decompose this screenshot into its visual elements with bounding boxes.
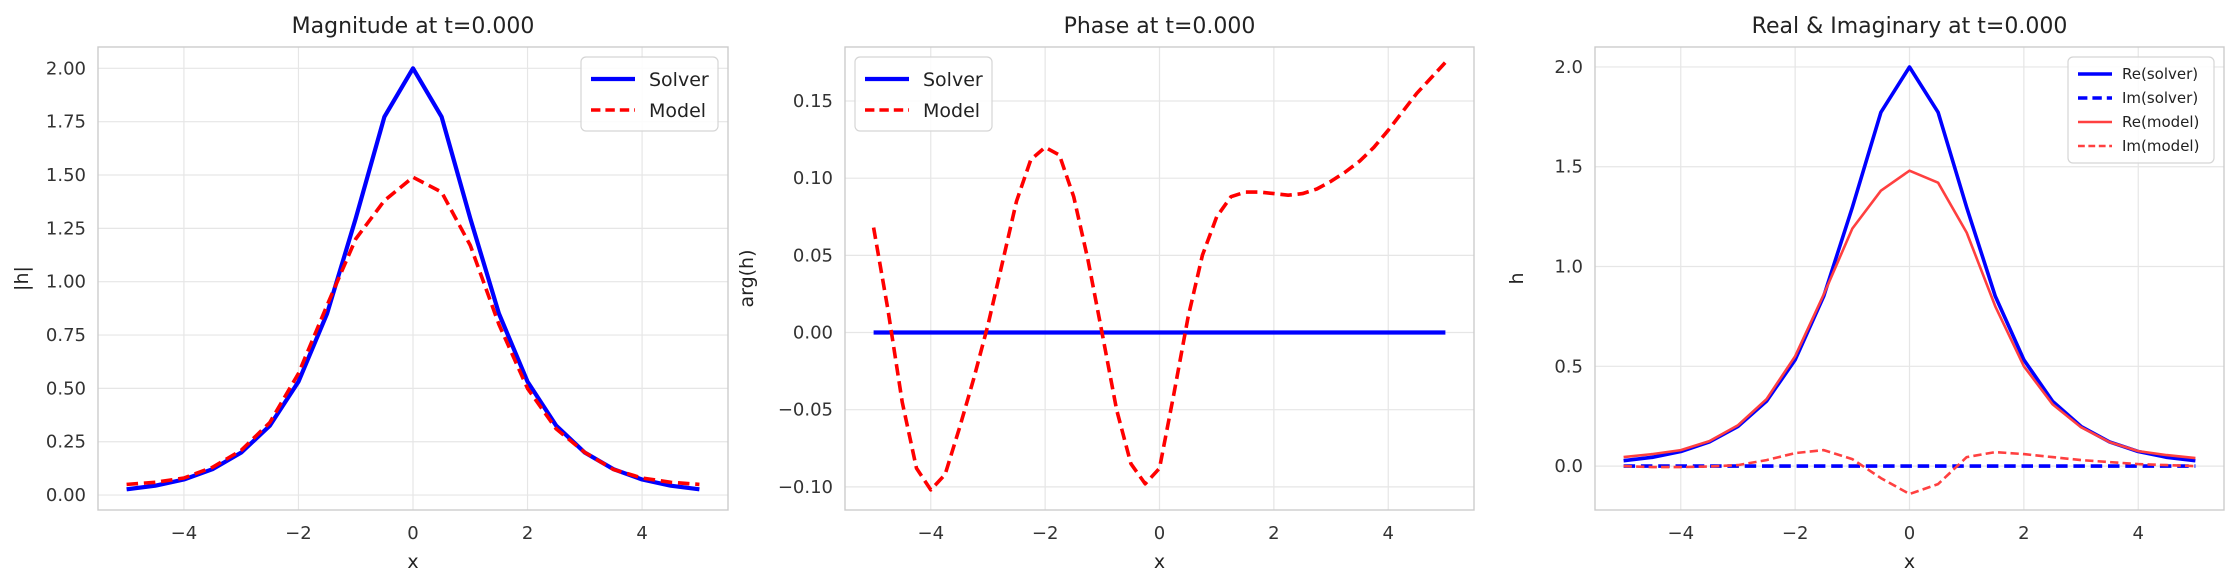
x-axis-label: x xyxy=(1154,551,1165,573)
legend: Re(solver) Im(solver) Re(model) Im(model) xyxy=(2067,56,2215,164)
legend-label: Im(model) xyxy=(2122,137,2199,155)
chart-panel-1: −4 −2 0 2 4 0.00 0.25 0.50 0.75 1.00 1.25 1.50 1.75 2… xyxy=(11,14,729,573)
legend-box xyxy=(580,56,719,132)
legend-label: Im(solver) xyxy=(2122,89,2198,107)
y-tick-label: 1.25 xyxy=(46,218,86,239)
x-tick-label: 4 xyxy=(2133,523,2144,544)
y-tick-label: 0.5 xyxy=(1554,356,1583,377)
y-axis-label: h xyxy=(1506,272,1528,284)
y-tick-label: 1.00 xyxy=(46,272,86,293)
x-axis-label: x xyxy=(1904,551,1915,573)
x-tick-label: 4 xyxy=(636,523,647,544)
y-tick-label: 0.00 xyxy=(793,323,833,344)
x-tick-label: −2 xyxy=(1032,523,1059,544)
x-tick-label: 2 xyxy=(1268,523,1279,544)
y-tick-label: 0.15 xyxy=(793,91,833,112)
y-tick-label: 1.75 xyxy=(46,112,86,133)
y-tick-label: 0.25 xyxy=(46,432,86,453)
x-tick-label: −2 xyxy=(1782,523,1809,544)
x-tick-label: 0 xyxy=(1904,523,1915,544)
y-tick-label: 0.10 xyxy=(793,168,833,189)
x-tick-label: −4 xyxy=(171,523,198,544)
y-tick-label: 1.5 xyxy=(1554,157,1583,178)
series-line-im-model- xyxy=(1623,448,2196,496)
legend-box xyxy=(854,56,993,132)
y-tick-label: 0.0 xyxy=(1554,456,1583,477)
y-tick-label: 0.05 xyxy=(793,245,833,266)
y-tick-label: −0.05 xyxy=(778,400,833,421)
x-tick-label: 0 xyxy=(1154,523,1165,544)
y-axis-label: arg(h) xyxy=(736,249,758,307)
y-tick-label: 2.00 xyxy=(46,58,86,79)
axes-frame xyxy=(1594,46,2225,511)
y-tick-label: 0.75 xyxy=(46,325,86,346)
chart-title: Real & Imaginary at t=0.000 xyxy=(1752,14,2068,39)
x-tick-label: 2 xyxy=(2018,523,2029,544)
x-tick-label: 4 xyxy=(1383,523,1394,544)
y-tick-label: 2.0 xyxy=(1554,57,1583,78)
x-tick-label: 2 xyxy=(522,523,533,544)
legend-label: Re(solver) xyxy=(2122,65,2198,83)
legend-label: Model xyxy=(649,100,706,122)
x-axis-label: x xyxy=(407,551,418,573)
y-tick-label: 0.00 xyxy=(46,485,86,506)
y-tick-label: 0.50 xyxy=(46,378,86,399)
chart-title: Phase at t=0.000 xyxy=(1064,14,1256,39)
chart-panel-2: −4 −2 0 2 4 −0.10 −0.05 0.00 0.05 0.10 0.15 Phase a… xyxy=(736,14,1475,573)
x-tick-label: 0 xyxy=(407,523,418,544)
chart-panel-3: −4 −2 0 2 4 0.0 0.5 1.0 1.5 2.0 Real & Imaginary a… xyxy=(1506,14,2225,573)
series-line-re-model- xyxy=(1623,169,2196,460)
series-line-model xyxy=(871,61,1447,492)
legend-box xyxy=(2067,56,2215,164)
chart-title: Magnitude at t=0.000 xyxy=(292,14,535,39)
x-tick-label: −2 xyxy=(285,523,312,544)
series-line-model xyxy=(126,175,700,487)
x-tick-label: −4 xyxy=(1667,523,1694,544)
legend: Solver Model xyxy=(854,56,993,132)
legend-label: Solver xyxy=(923,69,983,91)
y-tick-label: 1.0 xyxy=(1554,257,1583,278)
legend-label: Model xyxy=(923,100,980,122)
y-tick-label: 1.50 xyxy=(46,165,86,186)
y-tick-label: −0.10 xyxy=(778,477,833,498)
legend-label: Solver xyxy=(649,69,709,91)
axes-frame xyxy=(97,46,729,511)
legend-label: Re(model) xyxy=(2122,113,2199,131)
legend: Solver Model xyxy=(580,56,719,132)
y-axis-label: |h| xyxy=(11,266,33,291)
axes-frame xyxy=(844,46,1475,511)
x-tick-label: −4 xyxy=(917,523,944,544)
